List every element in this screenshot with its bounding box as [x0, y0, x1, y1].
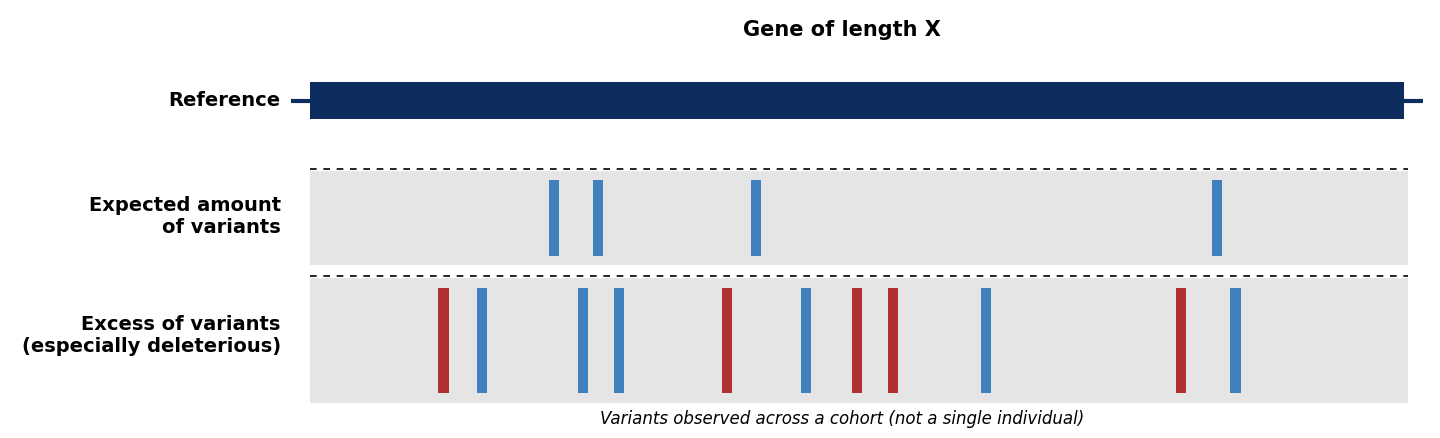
Bar	[752, 180, 762, 255]
Bar	[478, 288, 487, 393]
Bar	[1230, 288, 1241, 393]
Bar	[1175, 288, 1187, 393]
Bar	[982, 288, 992, 393]
Text: Reference: Reference	[168, 91, 281, 110]
Bar	[439, 288, 449, 393]
Bar	[852, 288, 861, 393]
Bar	[310, 171, 1408, 265]
Text: Variants observed across a cohort (not a single individual): Variants observed across a cohort (not a…	[600, 410, 1084, 428]
Bar	[723, 288, 733, 393]
Bar	[310, 82, 1404, 119]
Bar	[802, 288, 812, 393]
Bar	[310, 278, 1408, 403]
Text: Gene of length X: Gene of length X	[743, 20, 942, 40]
Bar	[613, 288, 625, 393]
Bar	[579, 288, 589, 393]
Bar	[550, 180, 560, 255]
Bar	[887, 288, 899, 393]
Text: Excess of variants
(especially deleterious): Excess of variants (especially deleterio…	[22, 314, 281, 356]
Bar	[1212, 180, 1221, 255]
Bar	[593, 180, 602, 255]
Text: Expected amount
of variants: Expected amount of variants	[89, 196, 281, 237]
